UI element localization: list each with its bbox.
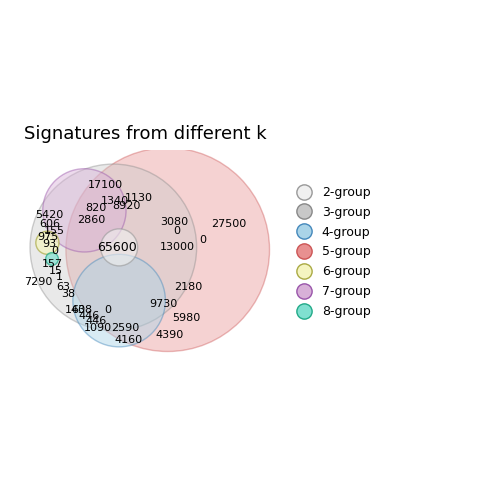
- Text: 155: 155: [44, 226, 65, 236]
- Text: 8920: 8920: [112, 201, 140, 211]
- Text: 5420: 5420: [36, 210, 64, 220]
- Title: Signatures from different k: Signatures from different k: [24, 125, 267, 143]
- Text: 0: 0: [199, 235, 206, 245]
- Text: 606: 606: [39, 219, 60, 229]
- Text: 7290: 7290: [24, 277, 52, 287]
- Text: 2590: 2590: [111, 324, 139, 333]
- Text: 1: 1: [55, 273, 62, 282]
- Text: 0: 0: [173, 226, 180, 236]
- Text: 975: 975: [37, 232, 58, 242]
- Circle shape: [36, 231, 59, 255]
- Text: 17100: 17100: [88, 180, 123, 190]
- Text: 446: 446: [85, 317, 107, 327]
- Text: 140: 140: [65, 305, 86, 315]
- Circle shape: [101, 229, 138, 266]
- Text: 27500: 27500: [211, 219, 246, 229]
- Text: 1340: 1340: [100, 196, 129, 206]
- Text: 13000: 13000: [159, 242, 195, 253]
- Circle shape: [43, 169, 126, 252]
- Text: 65600: 65600: [97, 241, 137, 254]
- Text: 4160: 4160: [114, 335, 143, 345]
- Circle shape: [30, 164, 197, 331]
- Text: 1130: 1130: [125, 193, 153, 203]
- Text: 5980: 5980: [172, 313, 201, 323]
- Text: 9730: 9730: [149, 299, 177, 309]
- Text: 2180: 2180: [174, 282, 203, 292]
- Text: 446: 446: [79, 310, 100, 321]
- Text: 3080: 3080: [161, 217, 188, 227]
- Legend: 2-group, 3-group, 4-group, 5-group, 6-group, 7-group, 8-group: 2-group, 3-group, 4-group, 5-group, 6-gr…: [287, 181, 375, 323]
- Circle shape: [73, 255, 165, 347]
- Text: 638: 638: [72, 305, 93, 315]
- Circle shape: [66, 148, 270, 351]
- Text: 63: 63: [56, 282, 71, 292]
- Text: 820: 820: [85, 203, 107, 213]
- Text: 93: 93: [43, 239, 57, 249]
- Text: 4390: 4390: [156, 330, 184, 340]
- Text: 0: 0: [104, 305, 111, 315]
- Text: 2860: 2860: [77, 215, 105, 225]
- Text: 15: 15: [48, 266, 62, 276]
- Text: 1090: 1090: [84, 324, 112, 333]
- Text: 157: 157: [41, 259, 62, 269]
- Text: 0: 0: [51, 246, 58, 256]
- Text: 38: 38: [61, 289, 75, 299]
- Circle shape: [46, 253, 58, 265]
